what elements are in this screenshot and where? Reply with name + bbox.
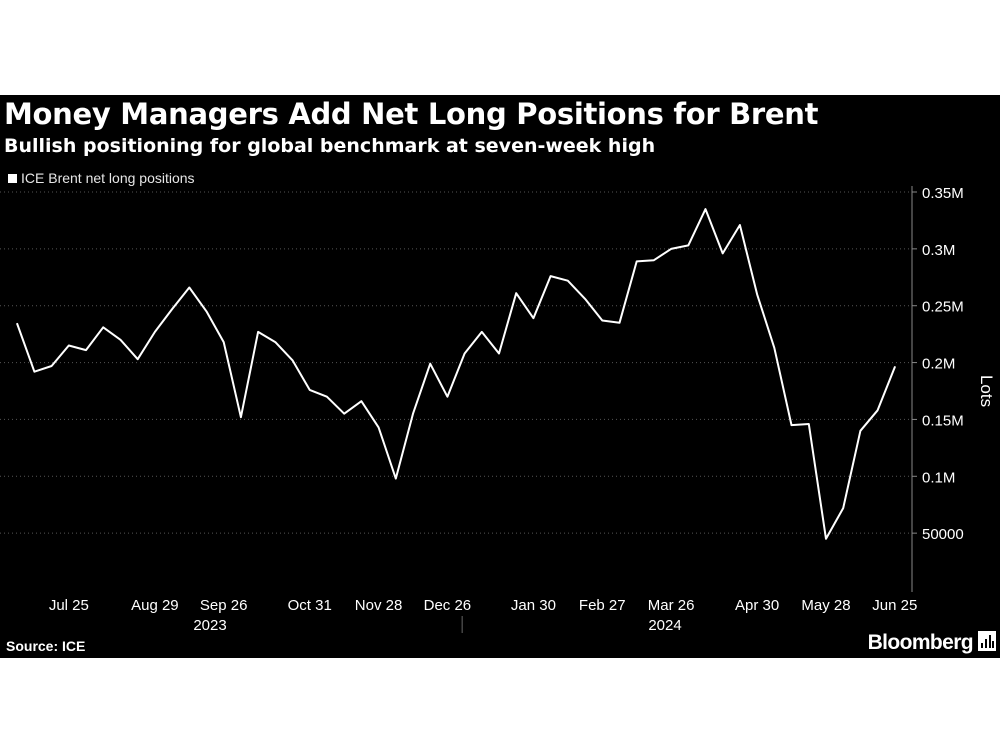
y-tick-label: 0.1M (922, 469, 955, 486)
x-tick-label: Jul 25 (49, 597, 89, 614)
legend: ICE Brent net long positions (8, 170, 195, 186)
x-tick-label: Sep 26 (200, 597, 248, 614)
year-label: 2023 (193, 617, 226, 634)
y-tick-label: 0.2M (922, 356, 955, 373)
chart-panel: Money Managers Add Net Long Positions fo… (0, 95, 1000, 658)
bloomberg-terminal-icon (978, 631, 996, 651)
year-label: 2024 (648, 617, 681, 634)
x-tick-label: Oct 31 (288, 597, 332, 614)
x-tick-label: Dec 26 (424, 597, 472, 614)
chart-title: Money Managers Add Net Long Positions fo… (4, 97, 819, 131)
bloomberg-logo: Bloomberg (867, 631, 974, 654)
source-note: Source: ICE (6, 638, 86, 654)
y-tick-label: 0.15M (922, 412, 964, 429)
y-tick-label: 50000 (922, 526, 964, 543)
line-chart: 50000 0.1M 0.15M 0.2M 0.25M 0.3M 0.35M Lots Jul … (0, 185, 996, 634)
x-tick-label: Aug 29 (131, 597, 179, 614)
y-tick-label: 0.35M (922, 185, 964, 202)
series-line (16, 208, 896, 540)
chart-subtitle: Bullish positioning for global benchmark… (4, 135, 656, 157)
x-tick-label: Jun 25 (872, 597, 917, 614)
y-tick-label: 0.3M (922, 242, 955, 259)
x-tick-label: Jan 30 (511, 597, 556, 614)
x-tick-label: Apr 30 (735, 597, 779, 614)
x-tick-label: May 28 (801, 597, 850, 614)
x-tick-label: Feb 27 (579, 597, 626, 614)
legend-swatch (8, 174, 17, 183)
x-tick-label: Nov 28 (355, 597, 403, 614)
y-axis-title: Lots (977, 375, 996, 407)
x-tick-label: Mar 26 (648, 597, 695, 614)
legend-label: ICE Brent net long positions (21, 170, 195, 186)
y-tick-label: 0.25M (922, 299, 964, 316)
